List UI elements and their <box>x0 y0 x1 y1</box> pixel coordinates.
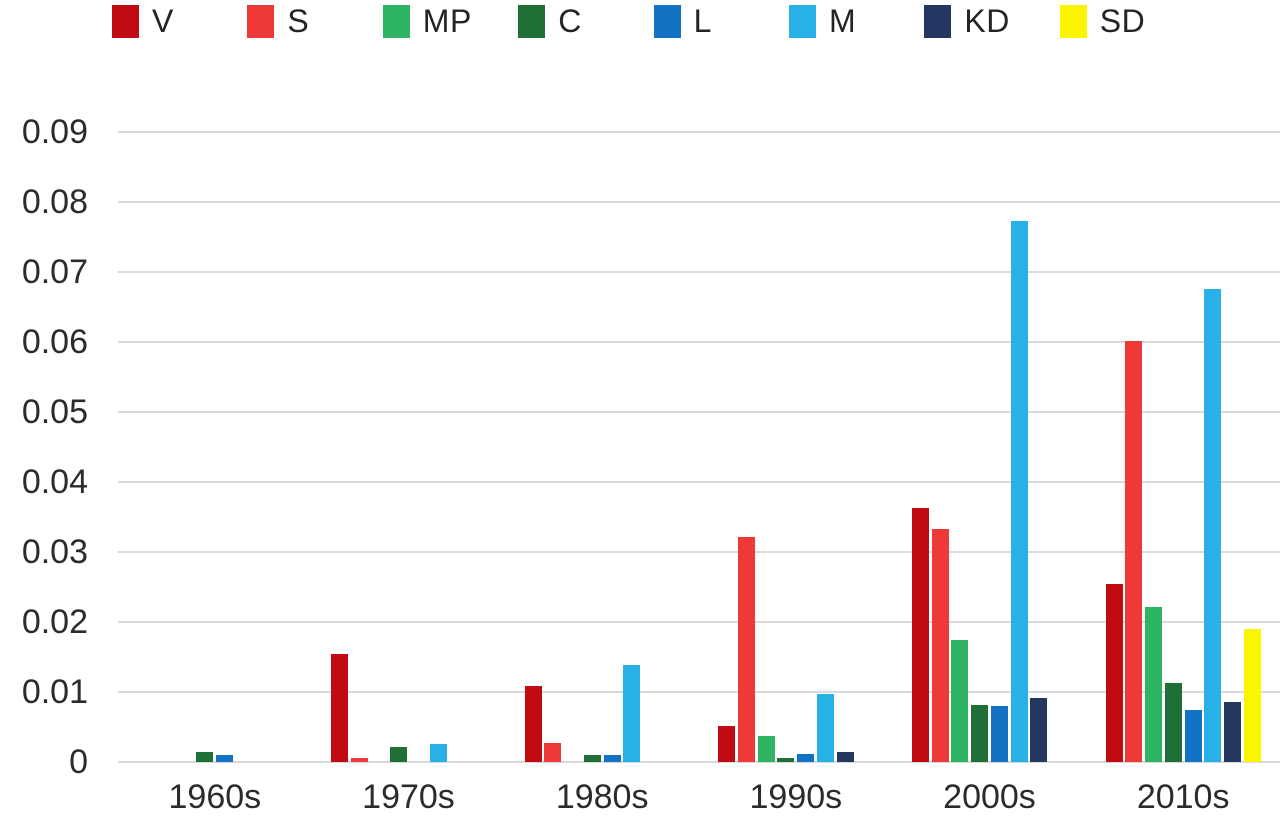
y-axis-tick-label: 0.08 <box>21 183 88 221</box>
y-axis-tick-label: 0 <box>69 743 88 781</box>
legend-label-kd: KD <box>964 2 1010 39</box>
bar-2010s-C <box>1164 682 1182 762</box>
bar-1970s-V <box>331 653 349 762</box>
bar-1990s-V <box>718 726 736 762</box>
bar-2010s-L <box>1184 709 1202 762</box>
bar-2010s-S <box>1125 340 1143 762</box>
legend-swatch-sd <box>1059 4 1087 38</box>
y-axis-tick-label: 0.06 <box>21 323 88 361</box>
bar-1980s-L <box>603 755 621 762</box>
gridline-0.08 <box>118 201 1280 203</box>
bar-1970s-C <box>390 747 408 762</box>
y-axis-tick-label: 0.05 <box>21 393 88 431</box>
legend-item-v: V <box>112 2 174 40</box>
gridline-0.03 <box>118 551 1280 553</box>
legend-item-c: C <box>518 2 582 40</box>
gridline-0.04 <box>118 481 1280 483</box>
gridline-0.09 <box>118 131 1280 133</box>
chart-legend: V S MP C L M KD SD <box>0 0 1280 50</box>
x-axis-tick-label: 1990s <box>749 778 843 816</box>
y-axis-tick-label: 0.04 <box>21 463 88 501</box>
bar-1990s-C <box>777 757 795 762</box>
y-axis-tick-label: 0.03 <box>21 533 88 571</box>
legend-swatch-l <box>653 4 681 38</box>
bar-1990s-L <box>797 754 815 762</box>
bar-1970s-S <box>350 757 368 762</box>
legend-label-c: C <box>558 2 582 39</box>
x-axis-tick-label: 1970s <box>362 778 455 816</box>
y-axis-tick-label: 0.01 <box>21 673 88 711</box>
legend-swatch-v <box>112 4 139 38</box>
gridline-0.05 <box>118 411 1280 413</box>
x-axis-tick-label: 1980s <box>555 778 649 816</box>
legend-label-v: V <box>152 2 174 39</box>
bar-1980s-V <box>524 686 542 762</box>
legend-item-kd: KD <box>924 2 1009 40</box>
legend-swatch-m <box>789 4 816 38</box>
x-axis-tick-label: 2000s <box>943 778 1036 816</box>
legend-label-m: M <box>829 2 857 39</box>
bar-1980s-C <box>583 755 601 762</box>
legend-item-l: L <box>653 2 712 40</box>
bar-1980s-S <box>544 743 562 762</box>
legend-swatch-c <box>518 4 546 38</box>
bar-1990s-MP <box>757 736 775 762</box>
bar-2000s-L <box>990 706 1008 762</box>
bar-1990s-M <box>816 694 834 762</box>
bar-1990s-S <box>738 536 756 762</box>
bar-2000s-M <box>1010 220 1028 762</box>
legend-item-m: M <box>789 2 856 40</box>
gridline-0 <box>118 761 1280 763</box>
gridline-0.01 <box>118 691 1280 693</box>
bar-1960s-L <box>216 755 234 762</box>
gridline-0.07 <box>118 271 1280 273</box>
legend-item-s: S <box>247 2 309 40</box>
legend-swatch-s <box>247 4 275 38</box>
y-axis-tick-label: 0.02 <box>21 603 88 641</box>
gridline-0.06 <box>118 341 1280 343</box>
bar-2000s-S <box>931 528 949 762</box>
bar-2010s-MP <box>1145 606 1163 762</box>
legend-label-s: S <box>287 2 310 39</box>
legend-item-mp: MP <box>382 2 472 40</box>
bar-2000s-C <box>971 704 989 762</box>
legend-label-sd: SD <box>1099 2 1146 39</box>
bar-2010s-SD <box>1243 629 1261 762</box>
bar-2010s-KD <box>1223 701 1241 762</box>
legend-swatch-mp <box>382 4 410 38</box>
bar-1980s-M <box>623 664 641 762</box>
bar-2000s-V <box>912 507 930 762</box>
bar-1960s-C <box>196 751 214 762</box>
bar-2000s-MP <box>951 639 969 762</box>
bar-2010s-V <box>1105 583 1123 762</box>
legend-swatch-kd <box>924 4 952 38</box>
bar-2000s-KD <box>1030 697 1048 762</box>
bar-1970s-M <box>429 743 447 762</box>
gridline-0.02 <box>118 621 1280 623</box>
legend-label-mp: MP <box>422 2 472 39</box>
bar-2010s-M <box>1204 288 1222 762</box>
x-axis-tick-label: 1960s <box>168 778 262 816</box>
x-axis-tick-label: 2010s <box>1136 778 1230 816</box>
legend-label-l: L <box>693 2 712 39</box>
bar-1990s-KD <box>836 751 854 762</box>
legend-item-sd: SD <box>1059 2 1146 40</box>
y-axis-tick-label: 0.07 <box>21 253 88 291</box>
y-axis-tick-label: 0.09 <box>21 113 88 151</box>
